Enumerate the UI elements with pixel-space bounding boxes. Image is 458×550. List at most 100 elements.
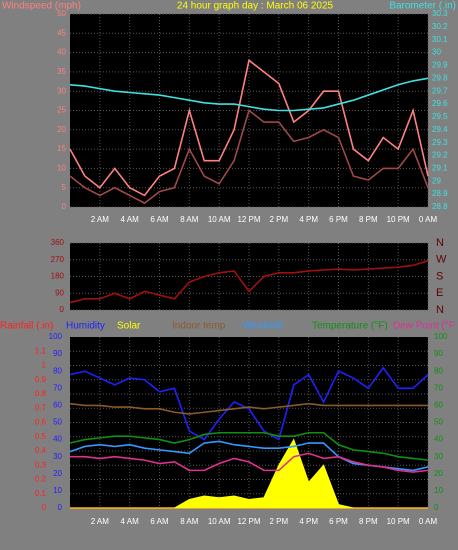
x-tick-label: 4 PM	[299, 517, 318, 526]
y2-tick-label: 10	[53, 486, 62, 495]
legend-label: Rainfall (.in)	[0, 321, 53, 332]
y-tick-label: 0.6	[35, 418, 47, 427]
series-line	[69, 402, 428, 415]
y2-tick-label: 30.3	[432, 9, 448, 18]
y2-tick-label: 50	[53, 418, 62, 427]
series-area	[70, 438, 428, 509]
legend-label: Dew Point (°F	[393, 321, 455, 332]
y2-tick-label: 29	[432, 176, 441, 185]
legend-label: Solar	[117, 321, 141, 332]
y3-tick-label: 90	[434, 349, 443, 358]
x-tick-label: 10 AM	[208, 215, 231, 224]
y3-tick-label: 20	[434, 469, 443, 478]
y-tick-label: 0	[60, 305, 65, 314]
legend-label: Windchill	[243, 321, 283, 332]
y-tick-label: 30	[57, 86, 66, 95]
x-tick-label: 10 AM	[208, 517, 231, 526]
plot-area	[70, 337, 428, 508]
y-tick-label: 0.4	[35, 446, 47, 455]
x-tick-label: 4 AM	[121, 215, 140, 224]
y2-tick-label: 29.9	[432, 61, 448, 70]
y-tick-label: 0	[42, 503, 47, 512]
series-line	[69, 431, 429, 461]
y-tick-label: 15	[57, 144, 66, 153]
y2-axis-title: Barometer (.in)	[389, 1, 456, 12]
y3-tick-label: 30	[434, 452, 443, 461]
y-tick-label: 270	[51, 255, 65, 264]
y3-tick-label: 80	[434, 366, 443, 375]
y3-tick-label: 40	[434, 435, 443, 444]
y2-tick-label: 20	[53, 469, 62, 478]
y2-tick-label: W	[436, 254, 447, 266]
y-tick-label: 45	[57, 28, 66, 37]
x-tick-label: 2 PM	[269, 517, 288, 526]
y2-tick-label: 29.1	[432, 164, 448, 173]
y2-tick-label: 30.2	[432, 22, 448, 31]
x-tick-label: 4 PM	[299, 215, 318, 224]
y-tick-label: 0	[62, 202, 67, 211]
y2-tick-label: 60	[53, 401, 62, 410]
y-tick-label: 0.7	[35, 403, 47, 412]
x-tick-label: 10 PM	[387, 517, 410, 526]
legend-label: Indoor temp	[172, 321, 226, 332]
x-tick-label: 2 AM	[91, 517, 110, 526]
y2-tick-label: 29.8	[432, 73, 448, 82]
y2-tick-label: N	[436, 237, 444, 249]
y2-tick-label: 28.8	[432, 202, 448, 211]
y-tick-label: 0.2	[35, 475, 47, 484]
x-tick-label: 0 AM	[419, 215, 438, 224]
series-line	[69, 77, 429, 112]
x-tick-label: 2 PM	[269, 215, 288, 224]
y2-tick-label: 70	[53, 383, 62, 392]
y2-tick-label: 30.1	[432, 35, 448, 44]
y-tick-label: 5	[62, 183, 67, 192]
series-line	[69, 109, 429, 205]
y-tick-label: 90	[55, 288, 64, 297]
series-line	[69, 58, 429, 197]
y2-tick-label: 30	[432, 48, 441, 57]
x-tick-label: 6 AM	[150, 517, 169, 526]
y2-tick-label: 29.5	[432, 112, 448, 121]
y-axis-title: Windspeed (mph)	[2, 1, 81, 12]
y-tick-label: 10	[57, 164, 66, 173]
y-tick-label: 0.3	[35, 460, 47, 469]
y3-tick-label: 50	[434, 418, 443, 427]
y2-tick-label: 29.7	[432, 86, 448, 95]
y2-tick-label: N	[436, 304, 444, 316]
y-tick-label: 0.1	[35, 489, 47, 498]
y2-tick-label: 30	[53, 452, 62, 461]
y-tick-label: 1	[42, 361, 47, 370]
y-tick-label: 40	[57, 48, 66, 57]
x-tick-label: 4 AM	[121, 517, 140, 526]
y-tick-label: 20	[57, 125, 66, 134]
x-tick-label: 6 AM	[150, 215, 169, 224]
y2-tick-label: 80	[53, 366, 62, 375]
y2-tick-label: S	[436, 270, 443, 282]
legend-label: Humidity	[66, 321, 105, 332]
y2-tick-label: 29.3	[432, 138, 448, 147]
x-tick-label: 8 PM	[359, 215, 378, 224]
legend-label: Temperature (°F)	[312, 321, 388, 332]
x-tick-label: 8 PM	[359, 517, 378, 526]
y-tick-label: 0.5	[35, 432, 47, 441]
chart-title: 24 hour graph day : March 06 2025	[177, 1, 334, 12]
y2-tick-label: 0	[58, 503, 63, 512]
y3-tick-label: 70	[434, 383, 443, 392]
y2-tick-label: 100	[49, 332, 63, 341]
y-tick-label: 1.1	[35, 346, 47, 355]
x-tick-label: 12 PM	[237, 517, 260, 526]
x-tick-label: 8 AM	[180, 215, 199, 224]
y-tick-label: 25	[57, 106, 66, 115]
y-tick-label: 35	[57, 67, 66, 76]
x-tick-label: 6 PM	[329, 517, 348, 526]
y-tick-label: 0.9	[35, 375, 47, 384]
x-tick-label: 6 PM	[329, 215, 348, 224]
x-tick-label: 8 AM	[180, 517, 199, 526]
y2-tick-label: 40	[53, 435, 62, 444]
series-line	[70, 452, 429, 473]
series-line	[69, 366, 429, 441]
x-tick-label: 2 AM	[91, 215, 110, 224]
y2-tick-label: 29.2	[432, 151, 448, 160]
y3-tick-label: 100	[434, 332, 448, 341]
